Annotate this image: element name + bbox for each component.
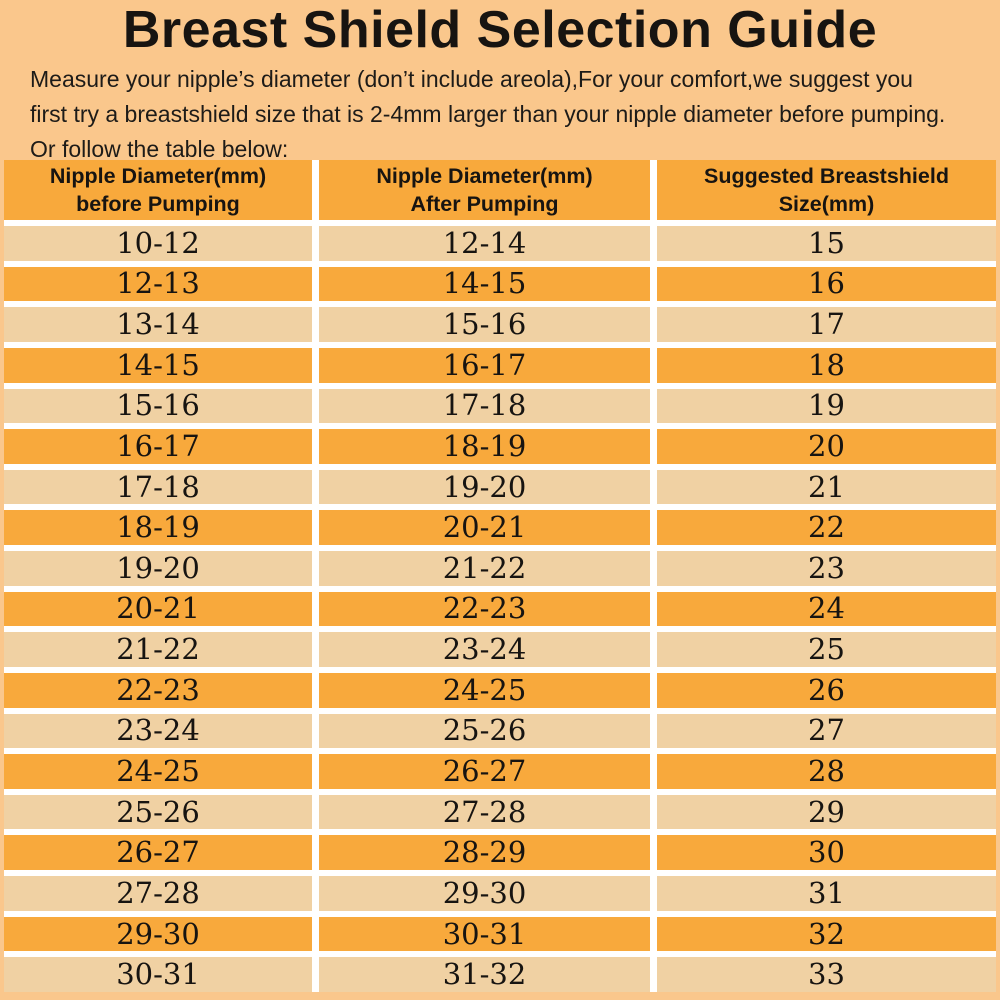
table-cell: 21 bbox=[657, 469, 996, 505]
table-cell: 13-14 bbox=[4, 307, 312, 342]
selection-table: Nipple Diameter(mm) before Pumping Nippl… bbox=[4, 160, 996, 992]
table-cell: 24-25 bbox=[4, 754, 312, 789]
table-cell: 22-23 bbox=[319, 591, 650, 627]
table-cell: 26 bbox=[657, 672, 996, 708]
table-cell: 19 bbox=[657, 388, 996, 424]
table-cell: 16-17 bbox=[319, 347, 650, 383]
intro-text: Measure your nipple’s diameter (don’t in… bbox=[30, 62, 996, 167]
table-cell: 18 bbox=[657, 347, 996, 383]
table-cell: 17-18 bbox=[319, 388, 650, 424]
table-cell: 32 bbox=[657, 916, 996, 952]
table-cell: 18-19 bbox=[319, 429, 650, 464]
table-cell: 12-13 bbox=[4, 266, 312, 302]
table-cell: 18-19 bbox=[4, 510, 312, 546]
table-header-after-pumping: Nipple Diameter(mm) After Pumping bbox=[319, 160, 650, 220]
table-cell: 19-20 bbox=[319, 469, 650, 505]
table-cell: 17 bbox=[657, 307, 996, 342]
intro-line-2: first try a breastshield size that is 2-… bbox=[30, 101, 946, 127]
table-cell: 28-29 bbox=[319, 835, 650, 871]
table-cell: 15-16 bbox=[4, 388, 312, 424]
table-cell: 25 bbox=[657, 632, 996, 667]
table-cell: 26-27 bbox=[4, 835, 312, 871]
table-cell: 14-15 bbox=[4, 347, 312, 383]
table-cell: 28 bbox=[657, 754, 996, 789]
table-cell: 31-32 bbox=[319, 957, 650, 992]
page-title: Breast Shield Selection Guide bbox=[122, 1, 878, 59]
table-cell: 31 bbox=[657, 876, 996, 911]
table-cell: 16 bbox=[657, 266, 996, 302]
table-cell: 21-22 bbox=[4, 632, 312, 667]
table-cell: 22-23 bbox=[4, 672, 312, 708]
table-cell: 30-31 bbox=[4, 957, 312, 992]
table-cell: 30 bbox=[657, 835, 996, 871]
table-cell: 22 bbox=[657, 510, 996, 546]
header-line-2: before Pumping bbox=[76, 192, 240, 216]
header-line-1: Nipple Diameter(mm) bbox=[49, 164, 267, 188]
table-cell: 19-20 bbox=[4, 551, 312, 586]
header-line-2: Size(mm) bbox=[778, 192, 875, 216]
table-cell: 30-31 bbox=[319, 916, 650, 952]
table-cell: 27-28 bbox=[319, 794, 650, 830]
table-cell: 26-27 bbox=[319, 754, 650, 789]
header-line-1: Nipple Diameter(mm) bbox=[376, 164, 593, 188]
table-cell: 12-14 bbox=[319, 226, 650, 261]
table-cell: 16-17 bbox=[4, 429, 312, 464]
table-cell: 29 bbox=[657, 794, 996, 830]
table-cell: 15 bbox=[657, 226, 996, 261]
intro-line-3: Or follow the table below: bbox=[30, 136, 289, 162]
table-header-suggested-size: Suggested Breastshield Size(mm) bbox=[657, 160, 996, 220]
table-cell: 15-16 bbox=[319, 307, 650, 342]
header-line-2: After Pumping bbox=[410, 192, 559, 216]
table-cell: 29-30 bbox=[319, 876, 650, 911]
table-cell: 27 bbox=[657, 713, 996, 749]
table-cell: 25-26 bbox=[319, 713, 650, 749]
table-cell: 10-12 bbox=[4, 226, 312, 261]
table-cell: 20 bbox=[657, 429, 996, 464]
table-cell: 20-21 bbox=[319, 510, 650, 546]
table-cell: 27-28 bbox=[4, 876, 312, 911]
table-cell: 21-22 bbox=[319, 551, 650, 586]
header-line-1: Suggested Breastshield bbox=[704, 164, 949, 188]
table-cell: 25-26 bbox=[4, 794, 312, 830]
table-cell: 24 bbox=[657, 591, 996, 627]
table-cell: 17-18 bbox=[4, 469, 312, 505]
table-cell: 29-30 bbox=[4, 916, 312, 952]
intro-line-1: Measure your nipple’s diameter (don’t in… bbox=[30, 66, 913, 92]
table-cell: 23-24 bbox=[319, 632, 650, 667]
table-cell: 14-15 bbox=[319, 266, 650, 302]
table-cell: 24-25 bbox=[319, 672, 650, 708]
table-cell: 23 bbox=[657, 551, 996, 586]
table-header-before-pumping: Nipple Diameter(mm) before Pumping bbox=[4, 160, 312, 220]
table-cell: 23-24 bbox=[4, 713, 312, 749]
table-cell: 20-21 bbox=[4, 591, 312, 627]
table-cell: 33 bbox=[657, 957, 996, 992]
